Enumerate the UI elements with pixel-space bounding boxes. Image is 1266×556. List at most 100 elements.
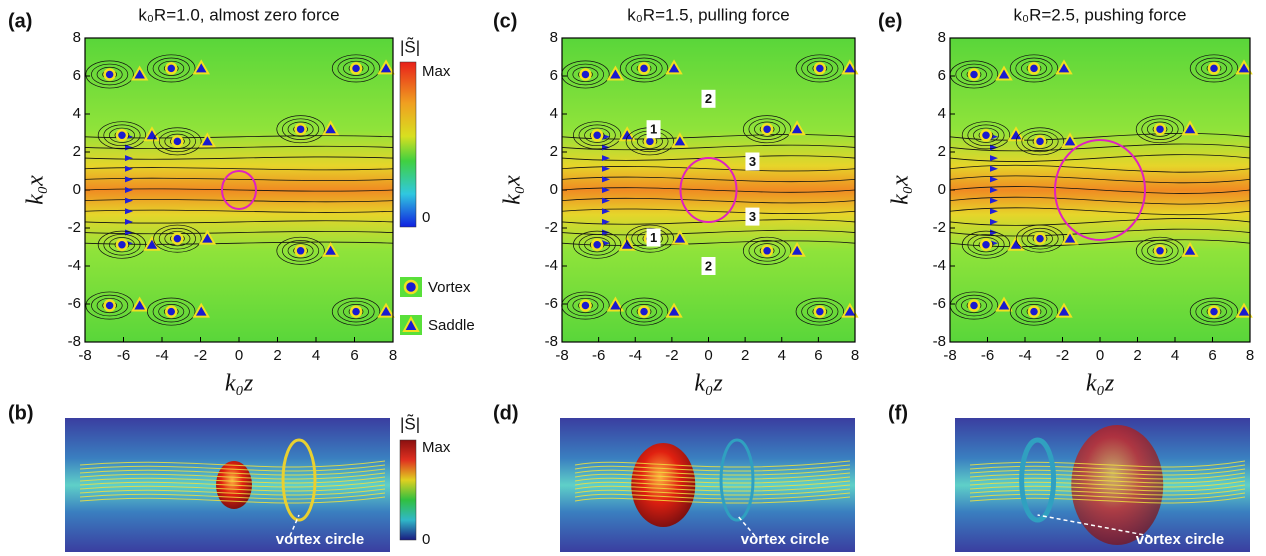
annotation: 2 — [705, 91, 712, 106]
vortex — [1155, 124, 1165, 134]
y-tick-label: -2 — [933, 219, 946, 236]
vortex — [592, 130, 602, 140]
x-tick-label: -4 — [1018, 347, 1031, 364]
x-tick-label: 2 — [741, 347, 749, 364]
x-axis-label: k₀z — [1086, 371, 1115, 397]
annotation: 2 — [705, 258, 712, 273]
x-tick-label: -4 — [155, 347, 168, 364]
vortex — [172, 136, 182, 146]
y-tick-label: 6 — [73, 67, 81, 84]
x-tick-label: 0 — [704, 347, 712, 364]
legend-label: Vortex — [428, 279, 471, 296]
x-tick-label: -6 — [981, 347, 994, 364]
vortex — [105, 301, 115, 311]
y-tick-label: -4 — [545, 257, 558, 274]
y-tick-label: 8 — [938, 29, 946, 46]
y-tick-label: 0 — [73, 181, 81, 198]
colorbar-min: 0 — [422, 531, 430, 548]
colorbar-max: Max — [422, 63, 451, 80]
y-tick-label: 8 — [73, 29, 81, 46]
panel-label: (a) — [8, 10, 32, 32]
y-tick-label: -8 — [545, 333, 558, 350]
vortex — [1029, 63, 1039, 73]
x-tick-label: 8 — [851, 347, 859, 364]
annotation: 3 — [749, 154, 756, 169]
x-tick-label: 4 — [1171, 347, 1179, 364]
field-panels: (a) k₀R=1.0, almost zero force -8 -6 -4 -2 0 2 4… — [8, 5, 1254, 396]
y-tick-label: -6 — [545, 295, 558, 312]
y-tick-label: -6 — [933, 295, 946, 312]
x-tick-label: 8 — [1246, 347, 1254, 364]
vortex — [351, 63, 361, 73]
x-axis-label: k₀z — [694, 371, 723, 397]
annotation: 1 — [650, 122, 657, 137]
colorbar — [400, 440, 416, 540]
vortex — [580, 301, 590, 311]
y-tick-label: -4 — [68, 257, 81, 274]
x-tick-label: -2 — [194, 347, 207, 364]
vortex — [166, 63, 176, 73]
vortex — [1035, 136, 1045, 146]
vortex — [1035, 234, 1045, 244]
vortex — [762, 246, 772, 256]
x-tick-label: 6 — [814, 347, 822, 364]
panel-title: k₀R=1.0, almost zero force — [138, 5, 339, 24]
y-tick-label: 6 — [938, 67, 946, 84]
y-tick-label: 2 — [550, 143, 558, 160]
x-tick-label: 4 — [312, 347, 320, 364]
y-tick-label: 6 — [550, 67, 558, 84]
panel-label: (e) — [878, 10, 902, 32]
x-tick-label: 6 — [350, 347, 358, 364]
vortex — [969, 301, 979, 311]
x-tick-label: 2 — [1133, 347, 1141, 364]
x-tick-label: 0 — [235, 347, 243, 364]
vortex — [639, 307, 649, 317]
y-tick-label: -2 — [68, 219, 81, 236]
vortex — [592, 240, 602, 250]
render-panels: (b)vortex circle(d)vortex circle(f)vorte… — [8, 402, 1250, 552]
y-tick-label: 4 — [550, 105, 558, 122]
y-tick-label: -2 — [545, 219, 558, 236]
colorbar-title: |S̃| — [400, 414, 420, 434]
y-axis-label: k₀x — [500, 175, 526, 205]
y-tick-label: -8 — [933, 333, 946, 350]
annotation: vortex circle — [741, 531, 829, 548]
vortex — [1029, 307, 1039, 317]
y-tick-label: 0 — [938, 181, 946, 198]
vortex — [981, 240, 991, 250]
x-tick-label: -4 — [629, 347, 642, 364]
x-tick-label: 8 — [389, 347, 397, 364]
annotation: 1 — [650, 230, 657, 245]
vortex — [172, 234, 182, 244]
vortex — [1209, 307, 1219, 317]
y-tick-label: 2 — [938, 143, 946, 160]
legend-label: Saddle — [428, 317, 475, 334]
vortex — [580, 69, 590, 79]
x-axis-label: k₀z — [225, 371, 254, 397]
y-tick-label: 4 — [73, 105, 81, 122]
vortex — [1209, 63, 1219, 73]
vortex — [296, 246, 306, 256]
x-tick-label: -2 — [1056, 347, 1069, 364]
y-tick-label: -4 — [933, 257, 946, 274]
y-tick-label: 4 — [938, 105, 946, 122]
panel-label: (d) — [493, 402, 519, 424]
y-tick-label: -8 — [68, 333, 81, 350]
panel-title: k₀R=2.5, pushing force — [1014, 5, 1187, 24]
colorbar — [400, 62, 416, 227]
y-tick-label: 2 — [73, 143, 81, 160]
vortex — [117, 240, 127, 250]
vortex — [815, 307, 825, 317]
vortex — [296, 124, 306, 134]
vortex — [105, 69, 115, 79]
annotation: vortex circle — [1136, 531, 1224, 548]
x-tick-label: 4 — [778, 347, 786, 364]
x-tick-label: -6 — [592, 347, 605, 364]
y-tick-label: 8 — [550, 29, 558, 46]
vortex — [981, 130, 991, 140]
y-tick-label: 0 — [550, 181, 558, 198]
colorbar-max: Max — [422, 439, 451, 456]
vortex — [969, 69, 979, 79]
annotation: 3 — [749, 209, 756, 224]
colorbar-min: 0 — [422, 209, 430, 226]
